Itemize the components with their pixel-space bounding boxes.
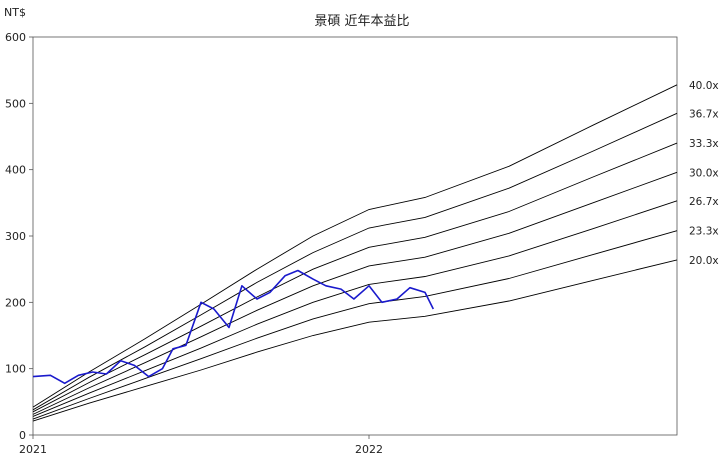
- pe-band-label: 20.0x: [689, 255, 719, 267]
- pe-band-line: [32, 230, 678, 420]
- y-tick-label: 500: [5, 97, 26, 110]
- pe-band-label: 30.0x: [689, 167, 719, 179]
- price-line: [32, 269, 435, 385]
- plot-border: [32, 36, 678, 436]
- pe-band-label: 36.7x: [689, 108, 719, 120]
- y-tick-label: 400: [5, 164, 26, 177]
- x-tick-label: 2022: [355, 443, 383, 456]
- pe-band-line: [32, 84, 678, 408]
- pe-band-line: [32, 200, 678, 417]
- pe-band-line: [32, 259, 678, 422]
- pe-band-label: 23.3x: [689, 226, 719, 238]
- pe-band-label: 40.0x: [689, 80, 719, 92]
- pe-band-labels: 40.0x 36.7x 33.3x 30.0x 26.7x 23.3x 20.0x: [689, 80, 719, 267]
- x-axis-ticks: 2021 2022: [19, 435, 383, 456]
- pe-band-line: [32, 171, 678, 415]
- pe-band-line: [32, 112, 678, 411]
- price-series: [32, 269, 435, 385]
- y-axis-unit-label: NT$: [4, 6, 26, 19]
- pe-band-line: [32, 142, 678, 413]
- chart-title: 景碩 近年本益比: [314, 14, 409, 29]
- y-axis-ticks: 0 100 200 300 400 500 600: [5, 31, 33, 442]
- pe-band-label: 26.7x: [689, 196, 719, 208]
- plot-frame: [32, 36, 678, 436]
- y-tick-label: 200: [5, 296, 26, 309]
- y-tick-label: 600: [5, 31, 26, 44]
- y-tick-label: 100: [5, 363, 26, 376]
- pe-band-lines: [32, 84, 678, 422]
- y-tick-label: 300: [5, 230, 26, 243]
- y-tick-label: 0: [19, 429, 26, 442]
- pe-band-label: 33.3x: [689, 138, 719, 150]
- x-tick-label: 2021: [19, 443, 47, 456]
